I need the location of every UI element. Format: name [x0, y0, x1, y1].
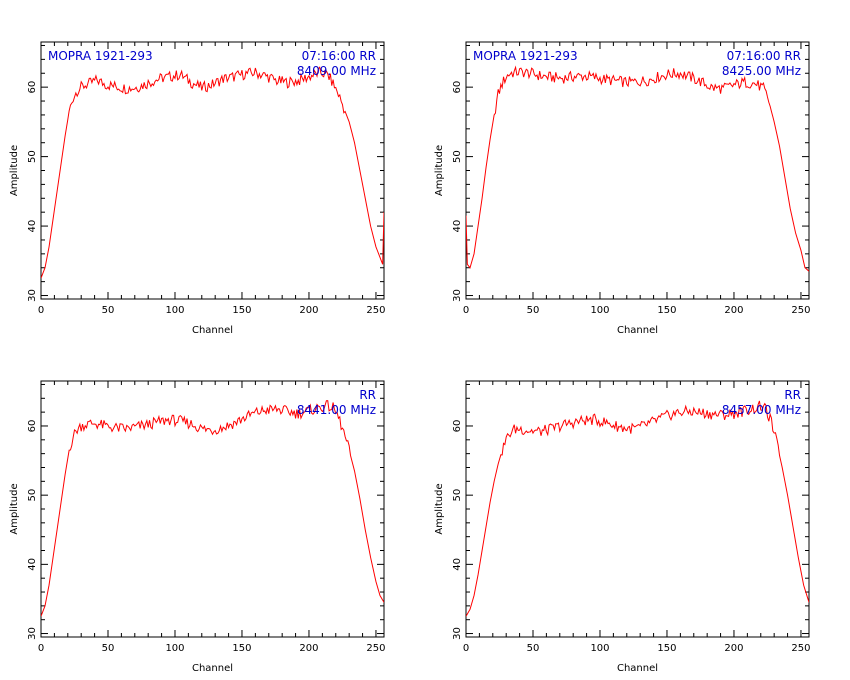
- source-label: MOPRA 1921-293: [48, 49, 153, 63]
- chart-panel-1: 0 50 100 150 200 250 30 40 50 60 Channel Amplitude M…: [9, 41, 386, 336]
- y-tick-label: 60: [452, 81, 463, 94]
- y-tick-label: 50: [27, 489, 38, 502]
- x-tick-label: 250: [366, 305, 385, 316]
- x-tick-label: 200: [299, 305, 318, 316]
- x-tick-label: 50: [102, 643, 115, 654]
- y-tick-label: 40: [27, 558, 38, 571]
- y-tick-label: 30: [27, 627, 38, 640]
- x-axis-label: Channel: [192, 663, 233, 674]
- x-tick-label: 50: [527, 643, 540, 654]
- x-tick-label: 100: [590, 305, 609, 316]
- y-tick-label: 50: [452, 489, 463, 502]
- y-tick-label: 60: [27, 420, 38, 433]
- x-tick-label: 250: [366, 643, 385, 654]
- time-polarization-label: RR: [784, 388, 801, 402]
- x-tick-label: 150: [232, 643, 251, 654]
- source-label: MOPRA 1921-293: [473, 49, 578, 63]
- spectrum-line-1: [41, 400, 384, 617]
- x-axis-label: Channel: [617, 663, 658, 674]
- time-polarization-label: 07:16:00 RR: [302, 49, 376, 63]
- x-tick-label: 0: [38, 643, 44, 654]
- x-tick-label: 50: [527, 305, 540, 316]
- y-tick-label: 40: [27, 220, 38, 233]
- spectrum-line-1: [41, 66, 384, 279]
- y-tick-label: 30: [27, 289, 38, 302]
- y-tick-label: 30: [452, 627, 463, 640]
- y-axis-label: Amplitude: [9, 145, 20, 196]
- x-tick-label: 200: [299, 643, 318, 654]
- x-tick-label: 150: [232, 305, 251, 316]
- x-tick-label: 150: [657, 305, 676, 316]
- y-axis-label: Amplitude: [9, 483, 20, 534]
- x-tick-label: 0: [38, 305, 44, 316]
- x-tick-label: 250: [791, 643, 810, 654]
- frequency-label: 8441.00 MHz: [297, 403, 376, 417]
- y-tick-label: 60: [452, 420, 463, 433]
- x-tick-label: 200: [724, 643, 743, 654]
- x-tick-label: 200: [724, 305, 743, 316]
- frequency-label: 8409.00 MHz: [297, 64, 376, 78]
- frequency-label: 8457.00 MHz: [722, 403, 801, 417]
- x-axis-label: Channel: [192, 325, 233, 336]
- chart-panel-2: 0 50 100 150 200 250 30 40 50 60 Channel Amplitude M…: [434, 41, 811, 336]
- y-tick-label: 30: [452, 289, 463, 302]
- y-axis-label: Amplitude: [434, 145, 445, 196]
- x-tick-label: 100: [165, 643, 184, 654]
- x-tick-label: 50: [102, 305, 115, 316]
- frequency-label: 8425.00 MHz: [722, 64, 801, 78]
- spectrum-line-1: [466, 65, 809, 272]
- y-axis-label: Amplitude: [434, 483, 445, 534]
- x-tick-label: 150: [657, 643, 676, 654]
- time-polarization-label: RR: [359, 388, 376, 402]
- x-tick-label: 100: [165, 305, 184, 316]
- chart-panel-3: 0 50 100 150 200 250 30 40 50 60 Channel Amplitude R…: [9, 380, 386, 674]
- x-axis-label: Channel: [617, 325, 658, 336]
- y-tick-label: 50: [452, 150, 463, 163]
- x-tick-label: 0: [463, 643, 469, 654]
- y-tick-label: 40: [452, 220, 463, 233]
- y-tick-label: 60: [27, 81, 38, 94]
- time-polarization-label: 07:16:00 RR: [727, 49, 801, 63]
- y-tick-label: 50: [27, 150, 38, 163]
- y-tick-label: 40: [452, 558, 463, 571]
- x-tick-label: 0: [463, 305, 469, 316]
- x-tick-label: 250: [791, 305, 810, 316]
- chart-panel-4: 0 50 100 150 200 250 30 40 50 60 Channel Amplitude R…: [434, 380, 811, 674]
- plot-frame: [40, 380, 385, 638]
- plot-frame: [465, 380, 810, 638]
- spectrum-line-1: [466, 400, 809, 617]
- x-tick-label: 100: [590, 643, 609, 654]
